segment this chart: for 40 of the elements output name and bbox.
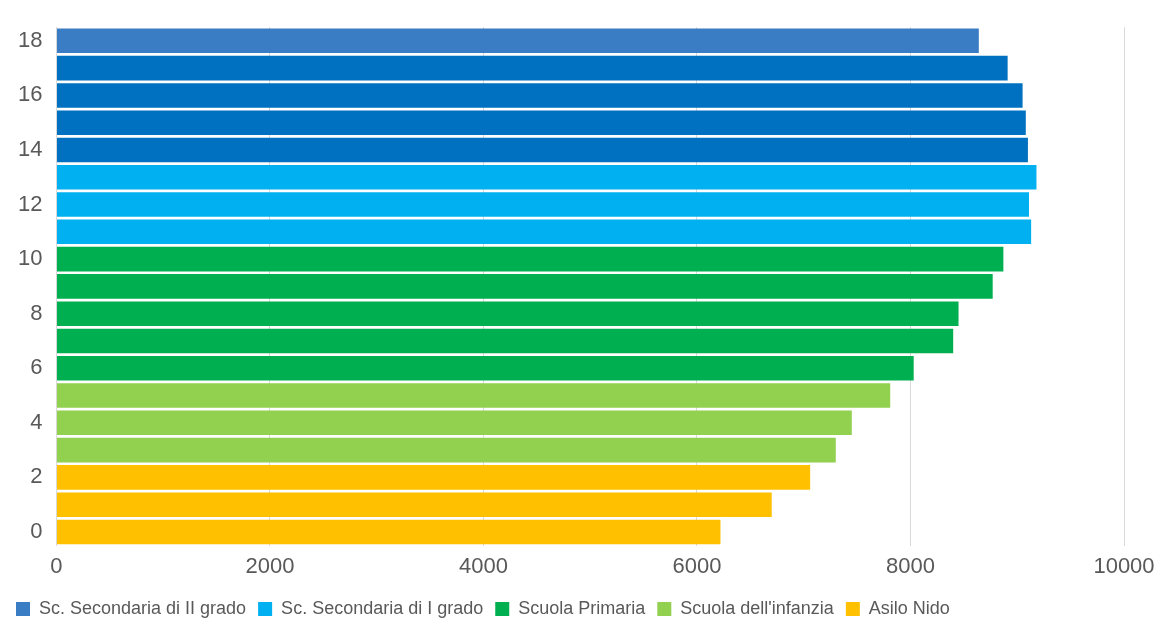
bar [56, 246, 1004, 272]
bar [56, 55, 1008, 81]
y-tick-label: 12 [17, 190, 43, 216]
x-tick-label: 6000 [672, 552, 722, 578]
legend-label: Scuola Primaria [518, 597, 647, 618]
legend-label: Sc. Secondaria di I grado [281, 597, 484, 618]
bar [56, 219, 1032, 245]
bar [56, 437, 836, 463]
y-tick-label: 2 [30, 463, 43, 489]
bar [56, 383, 891, 408]
y-tick-label: 14 [17, 136, 43, 162]
bar [56, 465, 811, 490]
y-tick-label: 16 [17, 81, 43, 107]
y-tick-label: 0 [30, 518, 43, 544]
x-tick-label: 0 [50, 552, 63, 578]
bar [56, 83, 1023, 108]
bar [56, 355, 914, 381]
x-tick-label: 8000 [886, 552, 935, 578]
x-tick-label: 4000 [459, 552, 508, 578]
bar [56, 410, 852, 436]
y-tick-label: 6 [30, 354, 43, 380]
bar [56, 274, 993, 299]
legend-label: Sc. Secondaria di II grado [39, 597, 247, 618]
x-tick-label: 2000 [245, 552, 295, 578]
bar [56, 110, 1026, 135]
y-tick-label: 4 [30, 408, 43, 434]
bar [56, 519, 721, 545]
bar [56, 492, 772, 517]
bar [56, 137, 1028, 163]
y-tick-label: 10 [17, 245, 43, 271]
y-tick-label: 18 [17, 26, 43, 52]
bar [56, 164, 1037, 190]
bar [56, 301, 959, 326]
bar [56, 192, 1029, 217]
x-tick-label: 10000 [1093, 552, 1155, 578]
legend-label: Asilo Nido [868, 597, 950, 618]
bar [56, 28, 979, 54]
legend-label: Scuola dell'infanzia [680, 597, 835, 618]
bar [56, 328, 954, 354]
y-tick-label: 8 [30, 299, 43, 325]
